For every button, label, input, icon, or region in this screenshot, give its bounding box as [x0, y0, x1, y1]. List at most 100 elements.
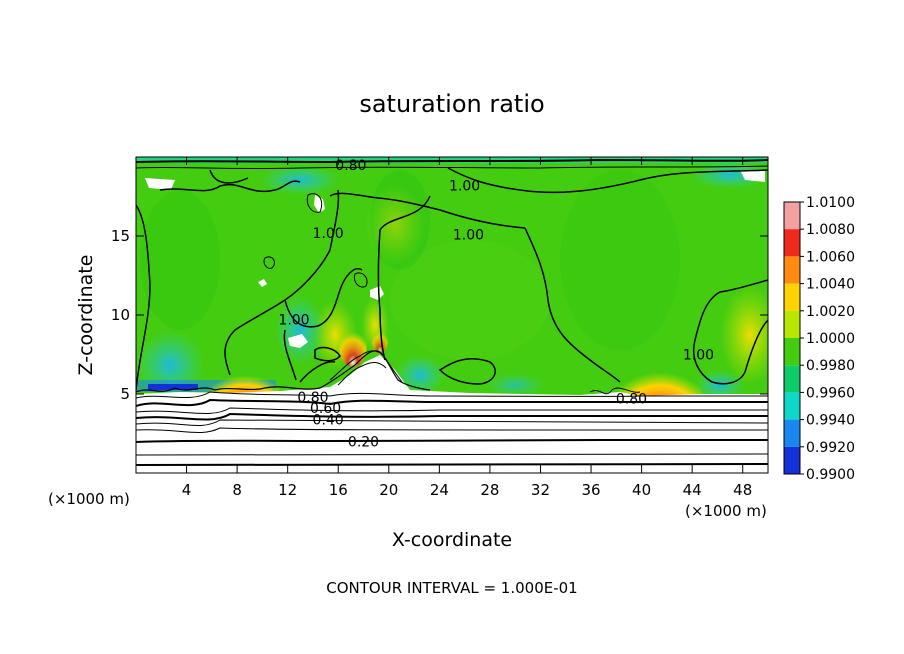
contour-line: [136, 165, 768, 170]
contour-line: [693, 279, 768, 385]
white-speck: [314, 195, 325, 213]
contour-label: 0.80: [297, 390, 328, 406]
contour-line: [136, 158, 768, 164]
contour-line: [329, 192, 526, 229]
colorbar-bin: [784, 338, 800, 366]
x-tick-label: 44: [683, 481, 702, 499]
x-tick-label: 20: [379, 481, 398, 499]
contour-interval-note: CONTOUR INTERVAL = 1.000E-01: [326, 579, 577, 597]
colorbar-bin: [784, 283, 800, 311]
colorbar-bin: [784, 446, 800, 474]
colorbar-label: 1.0020: [806, 304, 855, 320]
colorbar-bin: [784, 365, 800, 393]
contour-line: [283, 329, 297, 381]
contour-line: [337, 362, 387, 386]
colorbar-bin: [784, 310, 800, 338]
colorbar-label: 1.0060: [806, 249, 855, 265]
low-region: [275, 295, 325, 365]
contour-line: [136, 438, 768, 443]
colorbar-label: 1.0040: [806, 277, 855, 293]
colorbar-bin: [784, 202, 800, 230]
y-axis: 5 10 15: [111, 227, 768, 403]
contour-label: 0.20: [348, 434, 379, 450]
max-region: [372, 326, 388, 354]
high-region: [365, 185, 425, 265]
contour-label: 1.00: [313, 226, 344, 242]
white-speck: [370, 286, 384, 300]
white-speck: [740, 170, 765, 182]
x-tick-label: 40: [632, 481, 651, 499]
top-fringe: [690, 161, 768, 189]
low-region: [695, 370, 745, 400]
colorbar: 1.0100 1.0080 1.0060 1.0040 1.0020 1.0000 0.99…: [783, 195, 855, 483]
contour-label: 0.80: [616, 392, 647, 408]
contour-line: [136, 463, 768, 466]
x-tick-label: 16: [329, 481, 348, 499]
white-speck: [288, 334, 308, 348]
colorbar-label: 1.0000: [806, 331, 855, 347]
white-speck: [145, 178, 175, 190]
contour-label: 1.00: [449, 178, 480, 194]
low-region: [485, 373, 545, 397]
contour-line: [136, 204, 151, 391]
contour-line: [136, 391, 768, 399]
contour-line: [224, 249, 331, 376]
contour-line: [136, 412, 768, 421]
x-tick-label: 4: [182, 481, 192, 499]
contour-label: 1.00: [278, 313, 309, 329]
contour-label: 1.00: [453, 227, 484, 243]
x-axis: 4 8 12 16 20 24 28 32 36 40 44 48: [182, 157, 752, 499]
contour-line: [136, 407, 768, 414]
x-tick-label: 28: [480, 481, 499, 499]
colorbar-label: 1.0080: [806, 222, 855, 238]
contour-line: [589, 387, 641, 395]
x-tick-label: 36: [581, 481, 600, 499]
field-patch: [140, 190, 220, 330]
y-tick-label: 5: [120, 385, 130, 403]
colorbar-label: 0.9980: [806, 358, 855, 374]
contour-line: [329, 350, 403, 383]
contour-line: [306, 193, 323, 213]
colorbar-bin: [784, 256, 800, 284]
dry-region: [136, 355, 768, 473]
contour-label: 0.40: [313, 412, 344, 428]
field-patch: [560, 170, 680, 350]
x-tick-label: 48: [733, 481, 752, 499]
contour-line: [159, 180, 301, 192]
x-tick-label: 12: [278, 481, 297, 499]
low-band: [148, 384, 198, 390]
contour-line: [447, 167, 768, 194]
contour-line: [524, 227, 621, 383]
contour-line: [263, 256, 275, 269]
contour-line: [438, 358, 496, 385]
x-unit-right: (×1000 m): [685, 502, 767, 520]
x-unit-left: (×1000 m): [48, 490, 130, 508]
x-axis-title: X-coordinate: [392, 529, 512, 551]
top-fringe: [136, 157, 768, 163]
colorbar-label: 0.9900: [806, 467, 855, 483]
y-tick-label: 15: [111, 227, 130, 245]
x-tick-label: 24: [430, 481, 449, 499]
x-tick-label: 32: [531, 481, 550, 499]
y-tick-label: 10: [111, 306, 130, 324]
contour-line: [377, 195, 431, 361]
contour-labels: 0.200.400.600.80 0.800.801.001.001.001.00…: [278, 158, 714, 451]
contour-line: [136, 350, 431, 393]
colorbar-bin: [784, 419, 800, 447]
contour-line: [299, 361, 336, 383]
contour-label: 0.60: [310, 401, 341, 417]
contour-line: [136, 427, 768, 433]
high-region: [720, 285, 768, 385]
contour-line: [329, 189, 340, 251]
contour-label: 0.80: [335, 158, 366, 174]
y-axis-title: Z-coordinate: [75, 255, 97, 376]
contour-line: [136, 398, 768, 407]
colorbar-bin: [784, 229, 800, 257]
chart-title: saturation ratio: [359, 90, 544, 118]
white-speck: [258, 279, 267, 287]
colorbar-bin: [784, 392, 800, 420]
x-tick-label: 8: [232, 481, 242, 499]
colorbar-label: 0.9920: [806, 440, 855, 456]
colorbar-label: 0.9960: [806, 385, 855, 401]
